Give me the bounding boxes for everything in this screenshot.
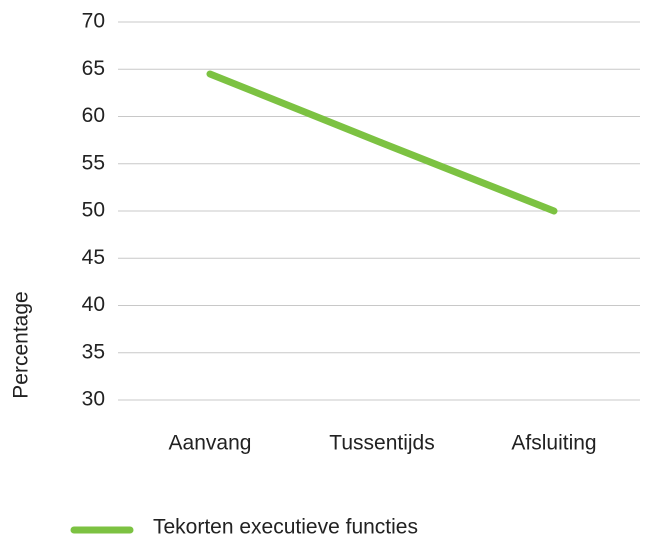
y-axis-label: Percentage bbox=[10, 291, 33, 398]
legend-label: Tekorten executieve functies bbox=[153, 516, 418, 538]
y-tick-label: 65 bbox=[82, 57, 105, 80]
y-tick-label: 60 bbox=[82, 104, 105, 127]
y-tick-label: 70 bbox=[82, 10, 105, 33]
x-tick-label: Aanvang bbox=[169, 432, 252, 455]
data-line bbox=[206, 70, 558, 215]
x-tick-label: Afsluiting bbox=[511, 432, 596, 455]
y-tick-label: 35 bbox=[82, 340, 105, 363]
y-tick-label: 50 bbox=[82, 199, 105, 222]
x-tick-label: Tussentijds bbox=[329, 432, 434, 455]
y-tick-label: 40 bbox=[82, 293, 105, 316]
y-tick-label: 30 bbox=[82, 388, 105, 411]
y-tick-label: 55 bbox=[82, 151, 105, 174]
y-tick-label: 45 bbox=[82, 246, 105, 269]
